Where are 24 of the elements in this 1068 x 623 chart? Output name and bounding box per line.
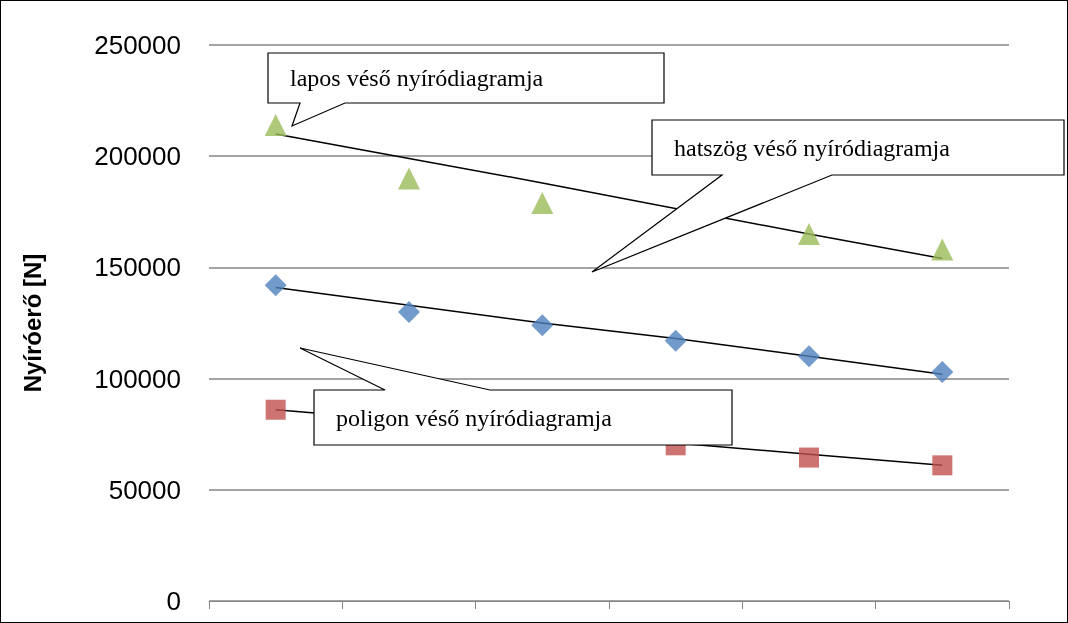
- point: [664, 329, 687, 352]
- point: [531, 314, 554, 337]
- y-tick-label: 150000: [94, 252, 181, 283]
- point: [264, 114, 287, 137]
- point: [931, 360, 954, 383]
- y-tick-label: 200000: [94, 141, 181, 172]
- y-tick-label: 50000: [108, 474, 181, 505]
- annotation: hatszög véső nyíródiagramja: [674, 134, 950, 161]
- point: [931, 238, 954, 261]
- annotation: lapos véső nyíródiagramja: [290, 65, 544, 91]
- y-tick-label: 250000: [94, 30, 181, 60]
- annotation: poligon véső nyíródiagramja: [336, 404, 612, 431]
- point: [798, 223, 820, 246]
- point: [531, 191, 554, 214]
- point: [265, 399, 286, 420]
- point: [932, 455, 953, 476]
- y-tick-label: 100000: [94, 363, 181, 394]
- point: [398, 300, 420, 323]
- point: [799, 447, 819, 468]
- point: [398, 167, 420, 190]
- point: [798, 345, 820, 368]
- y-axis-title: Nyíróerő [N]: [18, 253, 46, 393]
- point: [264, 274, 287, 297]
- y-tick-label: 0: [166, 586, 181, 616]
